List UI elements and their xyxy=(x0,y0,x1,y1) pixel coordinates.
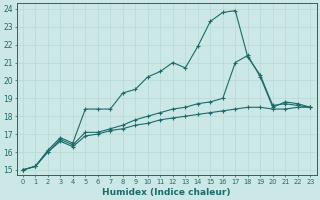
X-axis label: Humidex (Indice chaleur): Humidex (Indice chaleur) xyxy=(102,188,231,197)
